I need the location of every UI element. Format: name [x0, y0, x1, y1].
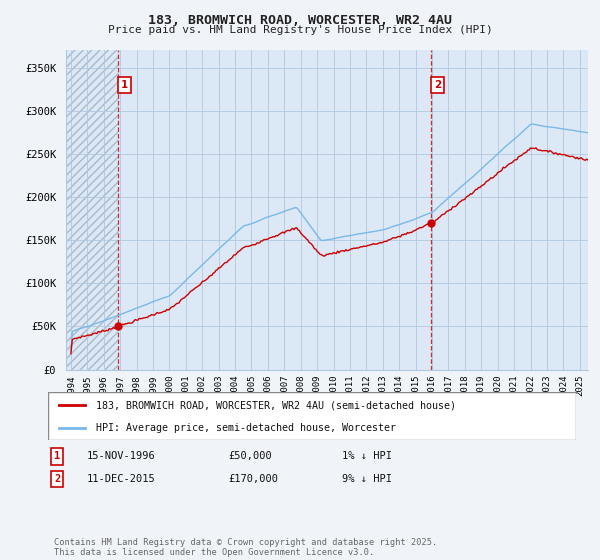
- Text: 2: 2: [434, 80, 441, 90]
- Text: 183, BROMWICH ROAD, WORCESTER, WR2 4AU: 183, BROMWICH ROAD, WORCESTER, WR2 4AU: [148, 14, 452, 27]
- Text: 1% ↓ HPI: 1% ↓ HPI: [342, 451, 392, 461]
- Text: £170,000: £170,000: [228, 474, 278, 484]
- Text: Price paid vs. HM Land Registry's House Price Index (HPI): Price paid vs. HM Land Registry's House …: [107, 25, 493, 35]
- Bar: [66, 50, 118, 370]
- Text: 1: 1: [54, 451, 60, 461]
- FancyBboxPatch shape: [48, 392, 576, 440]
- Bar: [66, 50, 118, 370]
- Text: 15-NOV-1996: 15-NOV-1996: [87, 451, 156, 461]
- Text: 11-DEC-2015: 11-DEC-2015: [87, 474, 156, 484]
- Text: 1: 1: [121, 80, 128, 90]
- Text: 9% ↓ HPI: 9% ↓ HPI: [342, 474, 392, 484]
- Text: 183, BROMWICH ROAD, WORCESTER, WR2 4AU (semi-detached house): 183, BROMWICH ROAD, WORCESTER, WR2 4AU (…: [95, 400, 455, 410]
- Text: HPI: Average price, semi-detached house, Worcester: HPI: Average price, semi-detached house,…: [95, 423, 395, 433]
- Text: 2: 2: [54, 474, 60, 484]
- Text: £50,000: £50,000: [228, 451, 272, 461]
- Text: Contains HM Land Registry data © Crown copyright and database right 2025.
This d: Contains HM Land Registry data © Crown c…: [54, 538, 437, 557]
